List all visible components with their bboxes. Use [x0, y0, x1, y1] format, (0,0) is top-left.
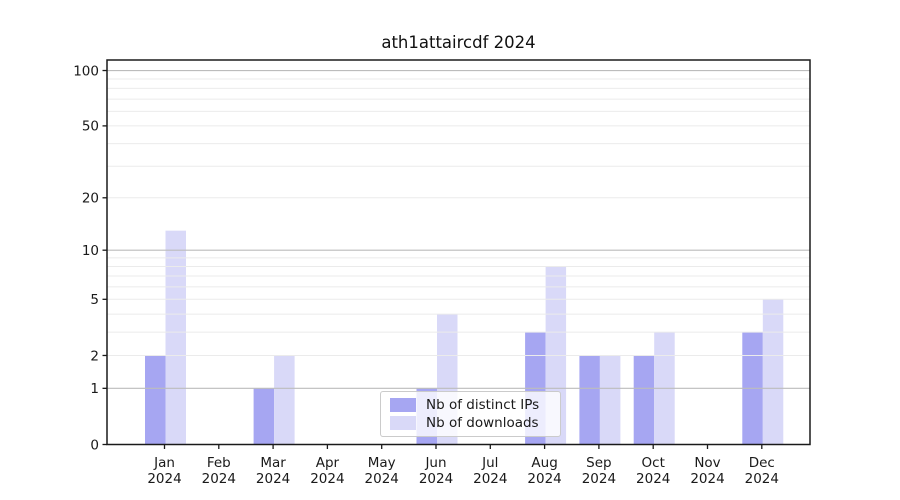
x-tick-label-year: 2024 — [582, 471, 616, 487]
x-tick-label-year: 2024 — [690, 471, 724, 487]
x-tick-label-year: 2024 — [365, 471, 399, 487]
y-tick-label: 10 — [82, 243, 99, 259]
bar-distinct-ips — [579, 355, 600, 445]
x-tick-label-month: Jul — [481, 455, 498, 471]
x-tick-label-year: 2024 — [310, 471, 344, 487]
bar-downloads — [274, 355, 295, 445]
x-tick-label-month: Sep — [586, 455, 611, 471]
y-tick-label: 0 — [90, 437, 99, 453]
x-tick-label-year: 2024 — [147, 471, 181, 487]
chart-title: ath1attaircdf 2024 — [381, 33, 536, 52]
bar-downloads — [165, 230, 186, 445]
x-tick-label-year: 2024 — [527, 471, 561, 487]
x-tick-label-month: Oct — [642, 455, 665, 471]
x-tick-label-month: Aug — [531, 455, 557, 471]
bar-distinct-ips — [145, 355, 166, 445]
bar-downloads — [762, 299, 784, 445]
x-tick-label-month: Feb — [207, 455, 231, 471]
x-tick-label-month: Dec — [749, 455, 775, 471]
legend-item-downloads: Nb of downloads — [390, 415, 551, 431]
x-tick-label-month: Jan — [153, 455, 175, 471]
x-tick-label-month: Jun — [424, 455, 446, 471]
x-tick-label-year: 2024 — [202, 471, 236, 487]
legend-swatch-downloads — [390, 416, 416, 431]
legend-swatch-distinct-ips — [390, 397, 416, 412]
x-tick-label-month: Mar — [260, 455, 286, 471]
y-tick-label: 50 — [82, 119, 99, 135]
legend: Nb of distinct IPs Nb of downloads — [380, 391, 561, 437]
bar-downloads — [599, 355, 621, 445]
x-tick-label-year: 2024 — [636, 471, 670, 487]
x-tick-label-month: Apr — [316, 455, 340, 471]
y-tick-label: 20 — [82, 191, 99, 207]
x-tick-label-month: May — [368, 455, 396, 471]
x-tick-label-year: 2024 — [419, 471, 453, 487]
legend-item-distinct-ips: Nb of distinct IPs — [390, 397, 551, 413]
legend-label-distinct-ips: Nb of distinct IPs — [426, 396, 540, 413]
x-tick-label-year: 2024 — [745, 471, 779, 487]
y-tick-label: 5 — [90, 292, 99, 308]
x-tick-label-month: Nov — [694, 455, 720, 471]
y-tick-label: 1 — [90, 381, 99, 397]
y-tick-label: 100 — [73, 63, 99, 79]
x-tick-label-year: 2024 — [473, 471, 507, 487]
bar-distinct-ips — [633, 355, 655, 445]
y-tick-label: 2 — [90, 348, 99, 364]
x-tick-label-year: 2024 — [256, 471, 290, 487]
legend-label-downloads: Nb of downloads — [426, 415, 539, 432]
bar-distinct-ips — [253, 388, 275, 445]
plot-border — [106, 59, 811, 446]
